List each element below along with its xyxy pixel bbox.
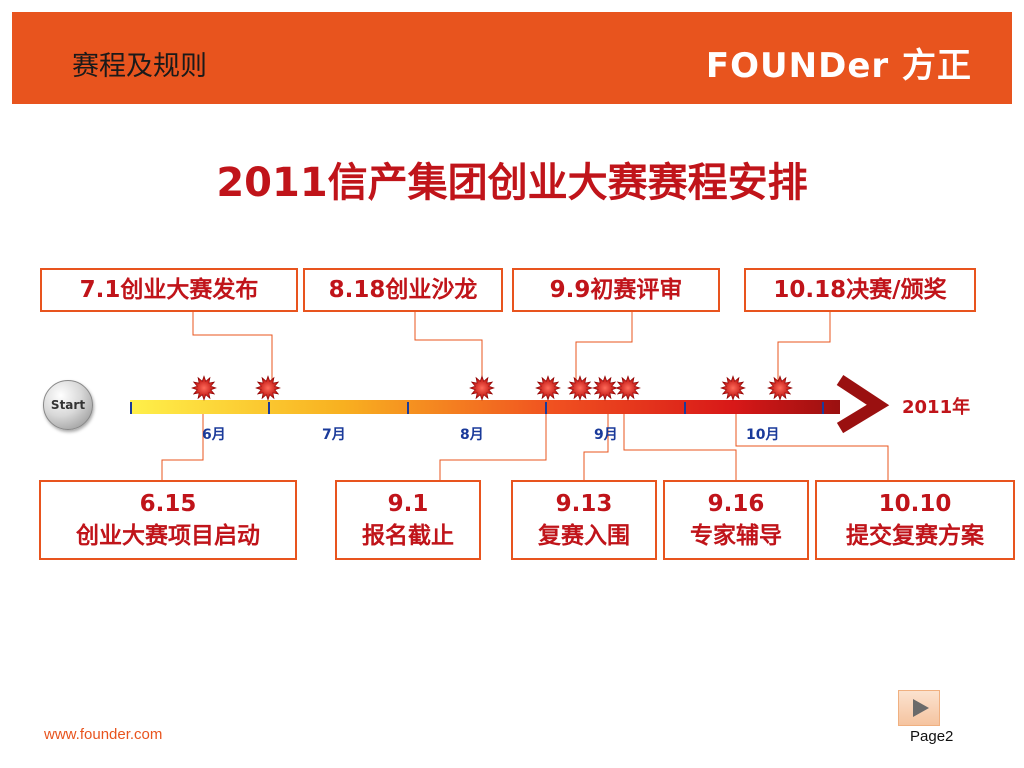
- top-connectors: [192, 312, 831, 385]
- starburst-icon: [535, 375, 561, 401]
- connector-line: [575, 312, 633, 385]
- starburst-icon: [592, 375, 618, 401]
- year-label: 2011年: [902, 397, 971, 418]
- connector-line: [161, 400, 204, 480]
- starburst-icon: [567, 375, 593, 401]
- header-bar: 赛程及规则 FOUNDer 方正: [12, 12, 1012, 104]
- connector-line: [583, 400, 609, 480]
- starburst-icon: [767, 375, 793, 401]
- month-label: 6月: [202, 427, 226, 443]
- event-desc: 提交复赛方案: [846, 523, 984, 549]
- connector-line: [777, 312, 831, 385]
- starburst-icon: [255, 375, 281, 401]
- event-desc: 报名截止: [362, 523, 454, 549]
- month-label: 8月: [460, 427, 484, 443]
- event-date: 10.10: [878, 491, 952, 517]
- event-date: 6.15: [139, 491, 197, 517]
- event-box-top: 9.9初赛评审: [512, 268, 720, 312]
- event-box-top: 8.18创业沙龙: [303, 268, 503, 312]
- timeline-bar: [130, 400, 840, 414]
- founder-logo: FOUNDer 方正: [705, 46, 972, 86]
- month-label: 7月: [322, 427, 346, 443]
- event-box-bottom: 9.16 专家辅导: [663, 480, 809, 560]
- starburst-icon: [191, 375, 217, 401]
- starburst-icon: [615, 375, 641, 401]
- footer-url[interactable]: www.founder.com: [44, 726, 163, 743]
- connector-line: [192, 312, 273, 385]
- next-slide-button[interactable]: [898, 690, 940, 726]
- event-date: 9.13: [555, 491, 613, 517]
- event-desc: 专家辅导: [690, 523, 782, 549]
- connector-line: [623, 400, 737, 480]
- event-box-bottom: 9.13 复赛入围: [511, 480, 657, 560]
- month-ticks: [130, 402, 824, 414]
- event-desc: 创业大赛项目启动: [76, 523, 260, 549]
- event-box-bottom: 6.15 创业大赛项目启动: [39, 480, 297, 560]
- start-button-icon: Start: [43, 380, 93, 430]
- section-title: 赛程及规则: [72, 51, 207, 82]
- event-box-top: 7.1创业大赛发布: [40, 268, 298, 312]
- arrow-head-icon: [836, 374, 890, 434]
- event-markers: [191, 375, 793, 401]
- connector-line: [735, 400, 889, 480]
- event-date: 9.16: [707, 491, 765, 517]
- month-label: 9月: [594, 427, 618, 443]
- bottom-connectors: [161, 400, 889, 480]
- starburst-icon: [720, 375, 746, 401]
- play-arrow-icon: [913, 699, 929, 717]
- connector-line: [414, 312, 483, 385]
- event-date: 9.1: [387, 491, 429, 517]
- page-number: Page2: [910, 728, 954, 745]
- event-box-top: 10.18决赛/颁奖: [744, 268, 976, 312]
- connector-line: [439, 400, 547, 480]
- event-desc: 复赛入围: [538, 523, 630, 549]
- month-label: 10月: [746, 427, 780, 443]
- event-box-bottom: 10.10 提交复赛方案: [815, 480, 1015, 560]
- starburst-icon: [469, 375, 495, 401]
- event-box-bottom: 9.1 报名截止: [335, 480, 481, 560]
- page-title: 2011信产集团创业大赛赛程安排: [216, 160, 808, 206]
